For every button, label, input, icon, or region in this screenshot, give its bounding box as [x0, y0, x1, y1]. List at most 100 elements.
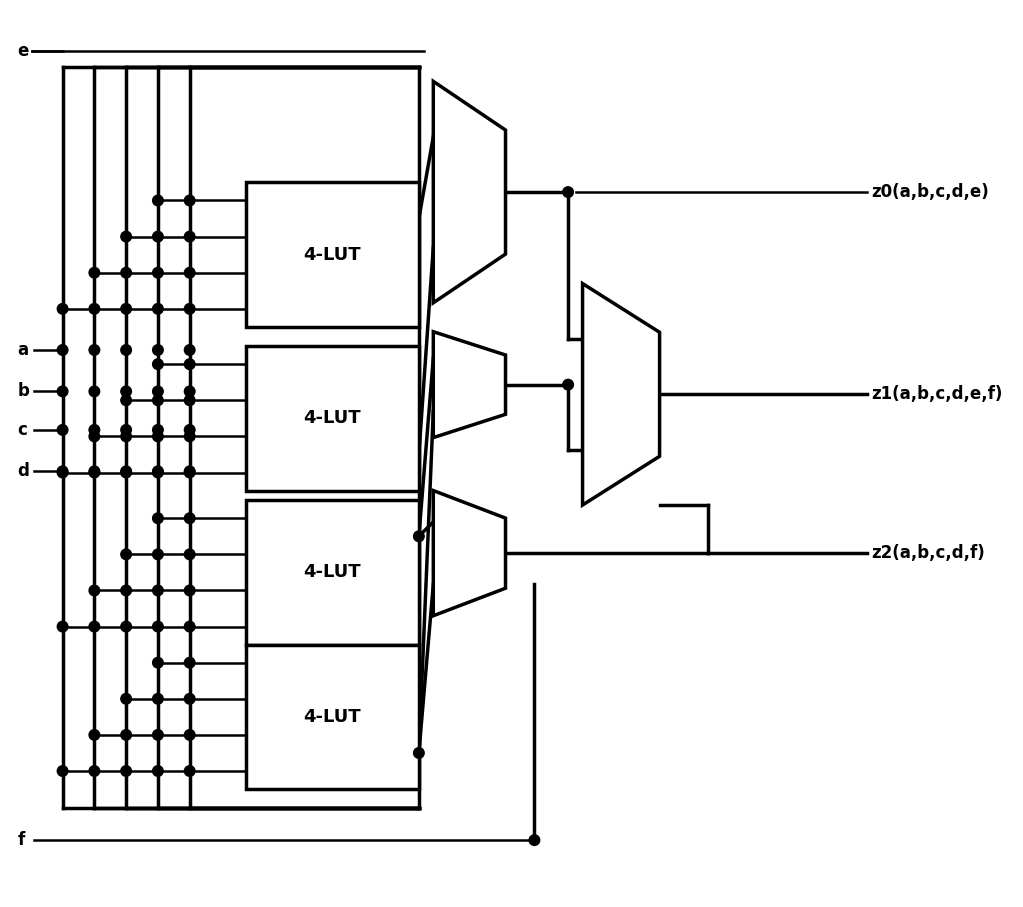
- Circle shape: [121, 729, 131, 740]
- Circle shape: [184, 585, 195, 596]
- Circle shape: [184, 195, 195, 206]
- Circle shape: [563, 187, 574, 198]
- Circle shape: [152, 231, 164, 242]
- Text: f: f: [17, 831, 25, 849]
- Text: z1(a,b,c,d,e,f): z1(a,b,c,d,e,f): [872, 385, 1003, 404]
- Circle shape: [152, 766, 164, 776]
- Circle shape: [152, 359, 164, 369]
- Circle shape: [121, 466, 131, 476]
- Text: e: e: [17, 42, 29, 60]
- Circle shape: [89, 431, 99, 442]
- Circle shape: [152, 424, 164, 435]
- Circle shape: [184, 729, 195, 740]
- Circle shape: [184, 345, 195, 356]
- Circle shape: [121, 431, 131, 442]
- Circle shape: [184, 549, 195, 560]
- Circle shape: [152, 513, 164, 523]
- Text: 4-LUT: 4-LUT: [304, 563, 361, 581]
- Circle shape: [152, 549, 164, 560]
- Circle shape: [121, 549, 131, 560]
- Circle shape: [152, 466, 164, 476]
- Bar: [246, 182, 418, 327]
- Circle shape: [184, 268, 195, 278]
- Bar: [246, 500, 418, 645]
- Circle shape: [89, 268, 99, 278]
- Polygon shape: [434, 491, 505, 616]
- Circle shape: [152, 621, 164, 632]
- Text: c: c: [17, 421, 28, 439]
- Bar: [246, 346, 418, 491]
- Circle shape: [121, 621, 131, 632]
- Circle shape: [89, 585, 99, 596]
- Circle shape: [184, 304, 195, 314]
- Circle shape: [184, 621, 195, 632]
- Circle shape: [89, 466, 99, 476]
- Circle shape: [184, 359, 195, 369]
- Circle shape: [184, 386, 195, 396]
- Circle shape: [184, 766, 195, 776]
- Circle shape: [89, 729, 99, 740]
- Polygon shape: [434, 332, 505, 437]
- Circle shape: [152, 268, 164, 278]
- Text: z0(a,b,c,d,e): z0(a,b,c,d,e): [872, 183, 989, 201]
- Polygon shape: [434, 82, 505, 303]
- Circle shape: [121, 467, 131, 478]
- Circle shape: [57, 345, 68, 356]
- Text: 4-LUT: 4-LUT: [304, 707, 361, 726]
- Circle shape: [89, 424, 99, 435]
- Circle shape: [121, 585, 131, 596]
- Circle shape: [184, 467, 195, 478]
- Circle shape: [152, 729, 164, 740]
- Circle shape: [57, 466, 68, 476]
- Circle shape: [121, 424, 131, 435]
- Polygon shape: [582, 284, 660, 505]
- Circle shape: [413, 747, 425, 758]
- Circle shape: [184, 424, 195, 435]
- Circle shape: [184, 395, 195, 405]
- Text: d: d: [17, 463, 30, 481]
- Circle shape: [152, 694, 164, 704]
- Circle shape: [152, 304, 164, 314]
- Circle shape: [57, 386, 68, 396]
- Circle shape: [184, 513, 195, 523]
- Circle shape: [89, 304, 99, 314]
- Circle shape: [57, 621, 68, 632]
- Circle shape: [152, 195, 164, 206]
- Circle shape: [89, 467, 99, 478]
- Bar: [246, 645, 418, 789]
- Circle shape: [152, 395, 164, 405]
- Circle shape: [57, 766, 68, 776]
- Circle shape: [413, 531, 425, 541]
- Circle shape: [121, 386, 131, 396]
- Text: 4-LUT: 4-LUT: [304, 246, 361, 264]
- Circle shape: [184, 658, 195, 668]
- Circle shape: [121, 694, 131, 704]
- Text: a: a: [17, 341, 29, 359]
- Circle shape: [57, 304, 68, 314]
- Circle shape: [57, 467, 68, 478]
- Text: b: b: [17, 383, 30, 400]
- Circle shape: [57, 424, 68, 435]
- Circle shape: [121, 766, 131, 776]
- Circle shape: [152, 431, 164, 442]
- Circle shape: [121, 231, 131, 242]
- Circle shape: [184, 231, 195, 242]
- Circle shape: [184, 431, 195, 442]
- Text: 4-LUT: 4-LUT: [304, 409, 361, 427]
- Circle shape: [152, 386, 164, 396]
- Circle shape: [121, 395, 131, 405]
- Circle shape: [184, 694, 195, 704]
- Circle shape: [152, 345, 164, 356]
- Circle shape: [89, 386, 99, 396]
- Circle shape: [89, 766, 99, 776]
- Circle shape: [121, 345, 131, 356]
- Circle shape: [563, 379, 574, 390]
- Circle shape: [529, 834, 540, 845]
- Circle shape: [152, 585, 164, 596]
- Circle shape: [89, 345, 99, 356]
- Circle shape: [152, 467, 164, 478]
- Circle shape: [89, 621, 99, 632]
- Circle shape: [152, 658, 164, 668]
- Circle shape: [121, 268, 131, 278]
- Circle shape: [121, 304, 131, 314]
